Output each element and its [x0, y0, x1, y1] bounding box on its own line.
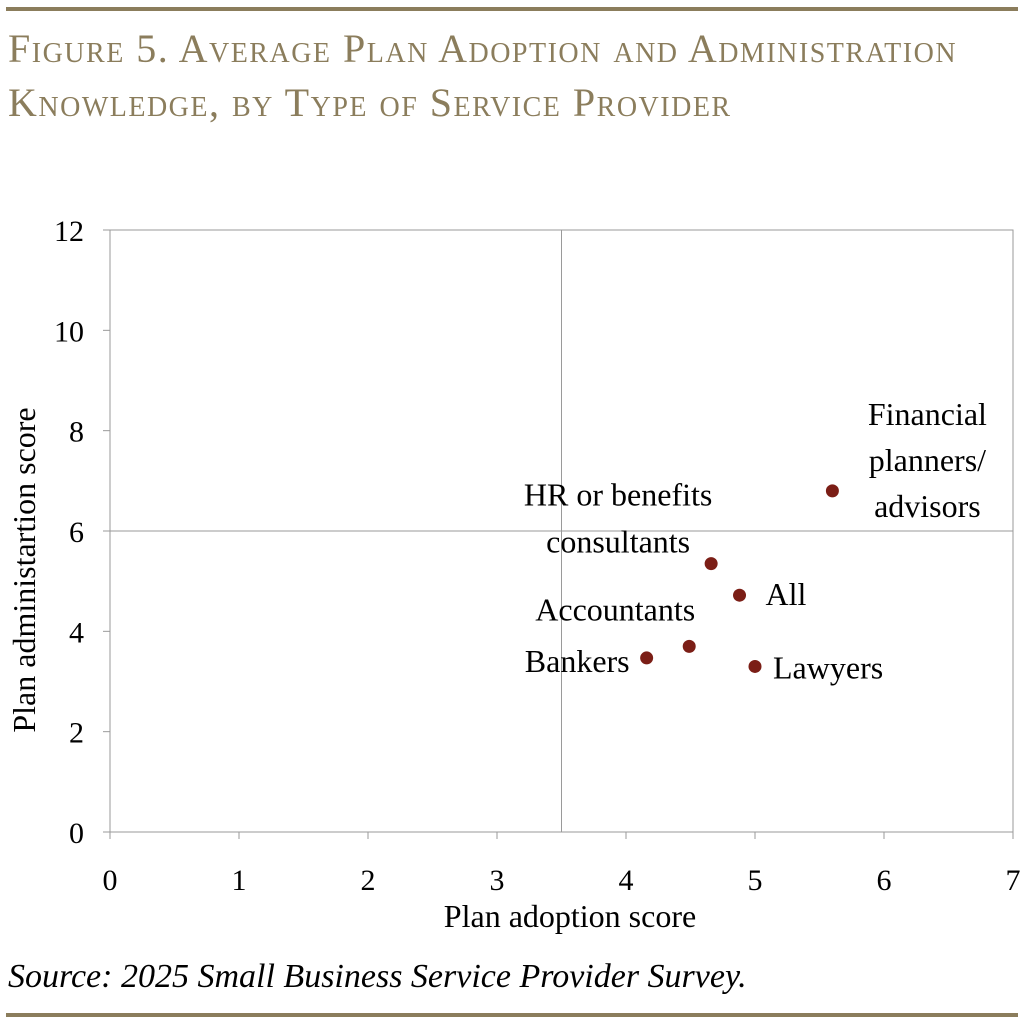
figure-title: Figure 5. Average Plan Adoption and Admi…	[8, 26, 958, 125]
y-tick-label: 2	[69, 717, 84, 750]
x-tick-label: 2	[361, 864, 376, 897]
x-tick-label: 5	[748, 864, 763, 897]
point-labels: Financial planners/advisors HR or benefits…	[524, 396, 987, 686]
y-tick-label: 12	[54, 215, 84, 248]
point-label-line: advisors	[874, 488, 981, 524]
data-points	[640, 484, 839, 673]
y-tick-label: 10	[54, 315, 84, 348]
point-label: All	[766, 576, 807, 612]
x-tick-label: 6	[877, 864, 892, 897]
point-label: Lawyers	[773, 649, 883, 685]
point-label-line: Lawyers	[773, 649, 883, 685]
point-label-line: Bankers	[525, 643, 630, 679]
point-label: Bankers	[525, 643, 630, 679]
point-label: Accountants	[535, 591, 695, 627]
x-tick-label: 1	[232, 864, 247, 897]
source-note: Source: 2025 Small Business Service Prov…	[8, 958, 747, 995]
point-label-line: Financial	[868, 396, 987, 432]
x-tick-label: 4	[619, 864, 634, 897]
point-label-line: consultants	[546, 524, 690, 560]
data-point	[682, 639, 696, 653]
data-point	[733, 588, 747, 602]
y-tick-label: 4	[69, 616, 84, 649]
x-tick-label: 7	[1006, 864, 1021, 897]
y-axis-title: Plan administartion score	[6, 407, 42, 732]
x-tick-label: 0	[103, 864, 118, 897]
point-label: HR or benefits consultants	[524, 477, 712, 560]
y-tick-label: 6	[69, 516, 84, 549]
x-tick-label: 3	[490, 864, 505, 897]
y-tick-label: 8	[69, 416, 84, 449]
point-label: Financial planners/advisors	[868, 396, 987, 524]
data-point	[704, 557, 718, 571]
x-axis-title: Plan adoption score	[444, 898, 696, 934]
top-rule	[6, 7, 1018, 11]
data-point	[748, 659, 762, 673]
bottom-rule	[6, 1013, 1018, 1017]
point-label-line: Accountants	[535, 591, 695, 627]
point-label-line: HR or benefits	[524, 477, 712, 513]
point-label-line: planners/	[869, 442, 986, 478]
point-label-line: All	[766, 576, 807, 612]
reference-lines	[110, 230, 1013, 832]
y-tick-label: 0	[69, 817, 84, 850]
data-point	[825, 484, 839, 498]
data-point	[640, 651, 654, 665]
